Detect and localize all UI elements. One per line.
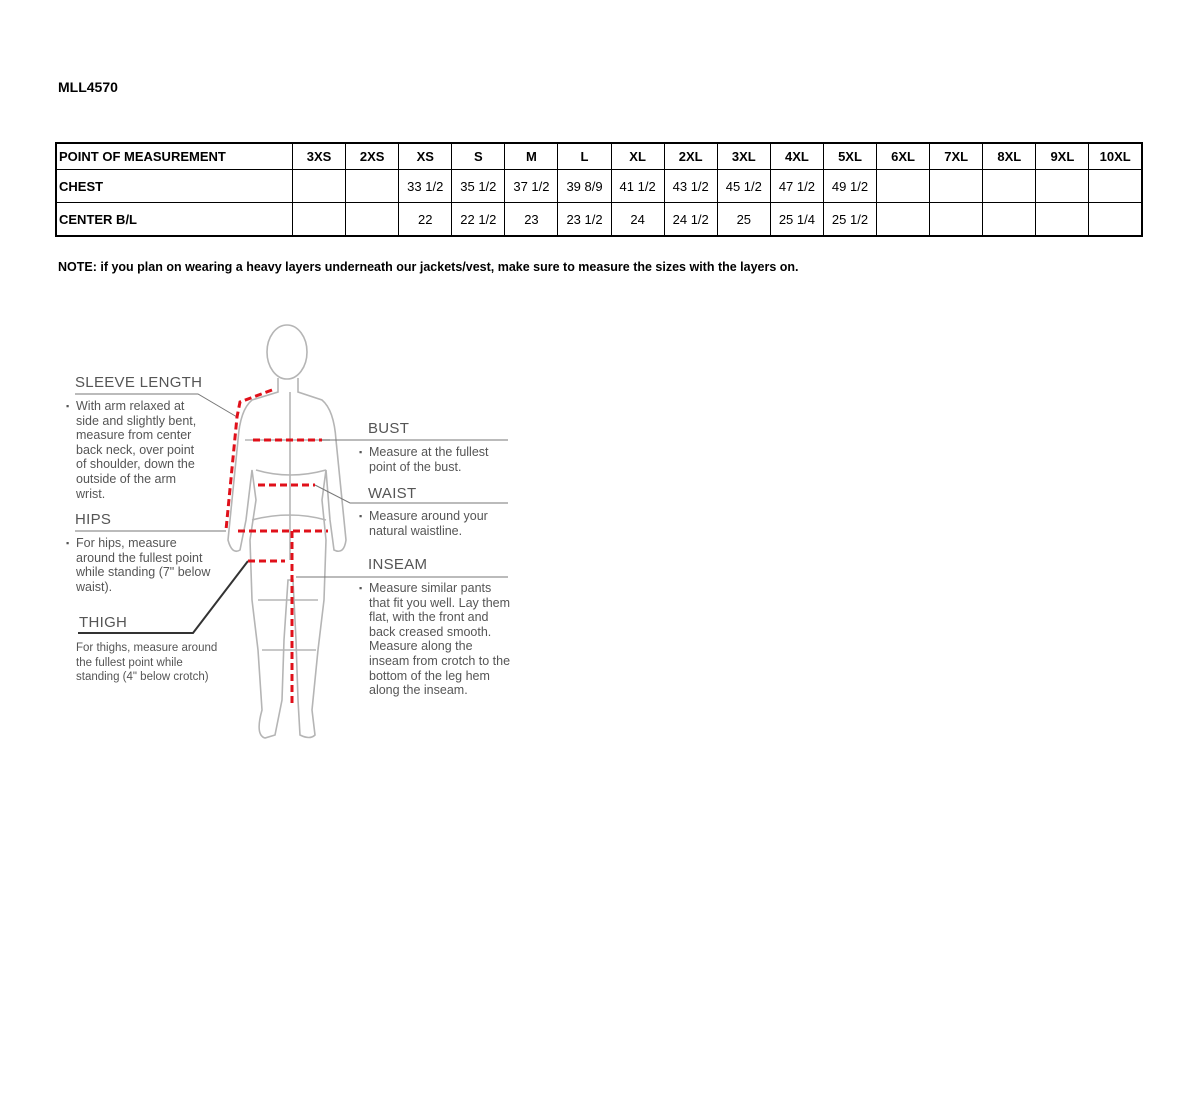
measurement-cell: 25 1/4 bbox=[769, 202, 824, 237]
waist-title: WAIST bbox=[368, 485, 417, 502]
table-row: CENTER B/L 22 22 1/2 23 23 1/2 24 24 1/2 25 25 1… bbox=[55, 202, 1143, 237]
row-label: CENTER B/L bbox=[55, 202, 293, 237]
inseam-text: Measure similar pants that fit you well.… bbox=[359, 581, 514, 698]
thigh-text: For thighs, measure around the fullest p… bbox=[76, 642, 218, 684]
header-point-of-measurement: POINT OF MEASUREMENT bbox=[55, 142, 293, 170]
measurement-cell: 43 1/2 bbox=[663, 169, 718, 203]
header-size: 6XL bbox=[876, 142, 931, 170]
measurement-cell bbox=[345, 202, 400, 237]
measurement-cell: 41 1/2 bbox=[610, 169, 665, 203]
header-size: 10XL bbox=[1088, 142, 1143, 170]
measurement-cell: 47 1/2 bbox=[769, 169, 824, 203]
hips-title: HIPS bbox=[75, 511, 112, 528]
measurement-cell bbox=[929, 169, 984, 203]
measurement-cell: 45 1/2 bbox=[716, 169, 771, 203]
measurement-cell bbox=[1088, 169, 1143, 203]
header-size: 3XL bbox=[716, 142, 771, 170]
measurement-cell: 35 1/2 bbox=[451, 169, 506, 203]
measurement-cell: 24 bbox=[610, 202, 665, 237]
measurement-cell: 24 1/2 bbox=[663, 202, 718, 237]
measurement-cell: 33 1/2 bbox=[398, 169, 453, 203]
sleeve-text: With arm relaxed at side and slightly be… bbox=[66, 399, 201, 501]
style-code: MLL4570 bbox=[58, 79, 118, 95]
measurement-cell bbox=[291, 202, 347, 237]
table-header-row: POINT OF MEASUREMENT 3XS 2XS XS S M L XL 2XL 3XL 4… bbox=[55, 142, 1143, 170]
table-row: CHEST 33 1/2 35 1/2 37 1/2 39 8/9 41 1/2 43 1/… bbox=[55, 169, 1143, 203]
layering-note: NOTE: if you plan on wearing a heavy lay… bbox=[58, 260, 799, 274]
header-size: S bbox=[451, 142, 506, 170]
measurement-cell: 22 1/2 bbox=[451, 202, 506, 237]
label-leader-lines bbox=[75, 393, 508, 634]
sleeve-title: SLEEVE LENGTH bbox=[75, 374, 203, 391]
measurement-cell bbox=[982, 169, 1037, 203]
hips-text: For hips, measure around the fullest poi… bbox=[66, 536, 211, 594]
measurement-cell: 49 1/2 bbox=[822, 169, 878, 203]
row-label: CHEST bbox=[55, 169, 293, 203]
header-size: 3XS bbox=[291, 142, 347, 170]
header-size: 2XS bbox=[345, 142, 400, 170]
measurement-cell: 25 1/2 bbox=[822, 202, 878, 237]
measurement-cell: 22 bbox=[398, 202, 453, 237]
size-table: POINT OF MEASUREMENT 3XS 2XS XS S M L XL 2XL 3XL 4… bbox=[55, 142, 1143, 237]
measurement-cell: 23 bbox=[504, 202, 559, 237]
measurement-cell: 37 1/2 bbox=[504, 169, 559, 203]
header-size: 5XL bbox=[822, 142, 878, 170]
header-size: L bbox=[557, 142, 612, 170]
measurement-dashes bbox=[224, 388, 328, 703]
measurement-cell bbox=[1035, 169, 1090, 203]
measurement-cell bbox=[876, 169, 931, 203]
bust-text: Measure at the fullest point of the bust… bbox=[359, 445, 499, 474]
measurement-cell bbox=[929, 202, 984, 237]
inseam-title: INSEAM bbox=[368, 556, 428, 573]
thigh-title: THIGH bbox=[79, 614, 128, 631]
header-size: XL bbox=[610, 142, 665, 170]
header-size: 9XL bbox=[1035, 142, 1090, 170]
waist-text: Measure around your natural waistline. bbox=[359, 509, 499, 538]
sleeve-dash bbox=[224, 388, 273, 531]
bust-title: BUST bbox=[368, 420, 410, 437]
measurement-cell: 25 bbox=[716, 202, 771, 237]
measurement-cell: 39 8/9 bbox=[557, 169, 612, 203]
measurement-cell bbox=[291, 169, 347, 203]
measurement-cell bbox=[1088, 202, 1143, 237]
